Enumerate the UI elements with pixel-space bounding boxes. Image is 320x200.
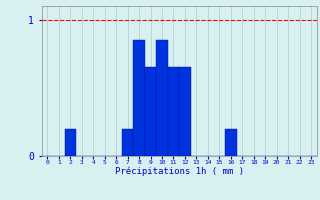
Bar — [133, 40, 145, 156]
Bar — [168, 67, 179, 156]
Bar — [65, 129, 76, 156]
Bar — [145, 67, 156, 156]
Bar — [156, 40, 168, 156]
Bar — [225, 129, 236, 156]
Bar — [122, 129, 133, 156]
X-axis label: Précipitations 1h ( mm ): Précipitations 1h ( mm ) — [115, 167, 244, 176]
Bar — [179, 67, 191, 156]
